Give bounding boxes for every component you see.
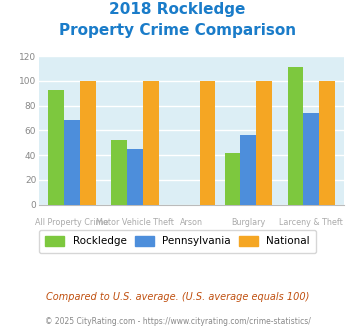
Text: Arson: Arson xyxy=(180,218,203,227)
Text: Burglary: Burglary xyxy=(231,218,266,227)
Bar xyxy=(200,81,215,205)
Text: © 2025 CityRating.com - https://www.cityrating.com/crime-statistics/: © 2025 CityRating.com - https://www.city… xyxy=(45,317,310,326)
Bar xyxy=(225,152,240,205)
Bar xyxy=(80,81,96,205)
Text: 2018 Rockledge: 2018 Rockledge xyxy=(109,2,246,16)
Text: All Property Crime: All Property Crime xyxy=(36,218,109,227)
Bar xyxy=(319,81,335,205)
Bar xyxy=(304,113,319,205)
Bar xyxy=(49,89,64,205)
Text: Compared to U.S. average. (U.S. average equals 100): Compared to U.S. average. (U.S. average … xyxy=(46,292,309,302)
Text: Property Crime Comparison: Property Crime Comparison xyxy=(59,23,296,38)
Bar xyxy=(288,67,304,205)
Bar xyxy=(127,149,143,205)
Bar xyxy=(64,120,80,205)
Text: Motor Vehicle Theft: Motor Vehicle Theft xyxy=(96,218,174,227)
Text: Larceny & Theft: Larceny & Theft xyxy=(279,218,343,227)
Bar xyxy=(256,81,272,205)
Bar xyxy=(240,135,256,205)
Bar xyxy=(111,140,127,205)
Bar xyxy=(143,81,159,205)
Legend: Rockledge, Pennsylvania, National: Rockledge, Pennsylvania, National xyxy=(39,230,316,253)
